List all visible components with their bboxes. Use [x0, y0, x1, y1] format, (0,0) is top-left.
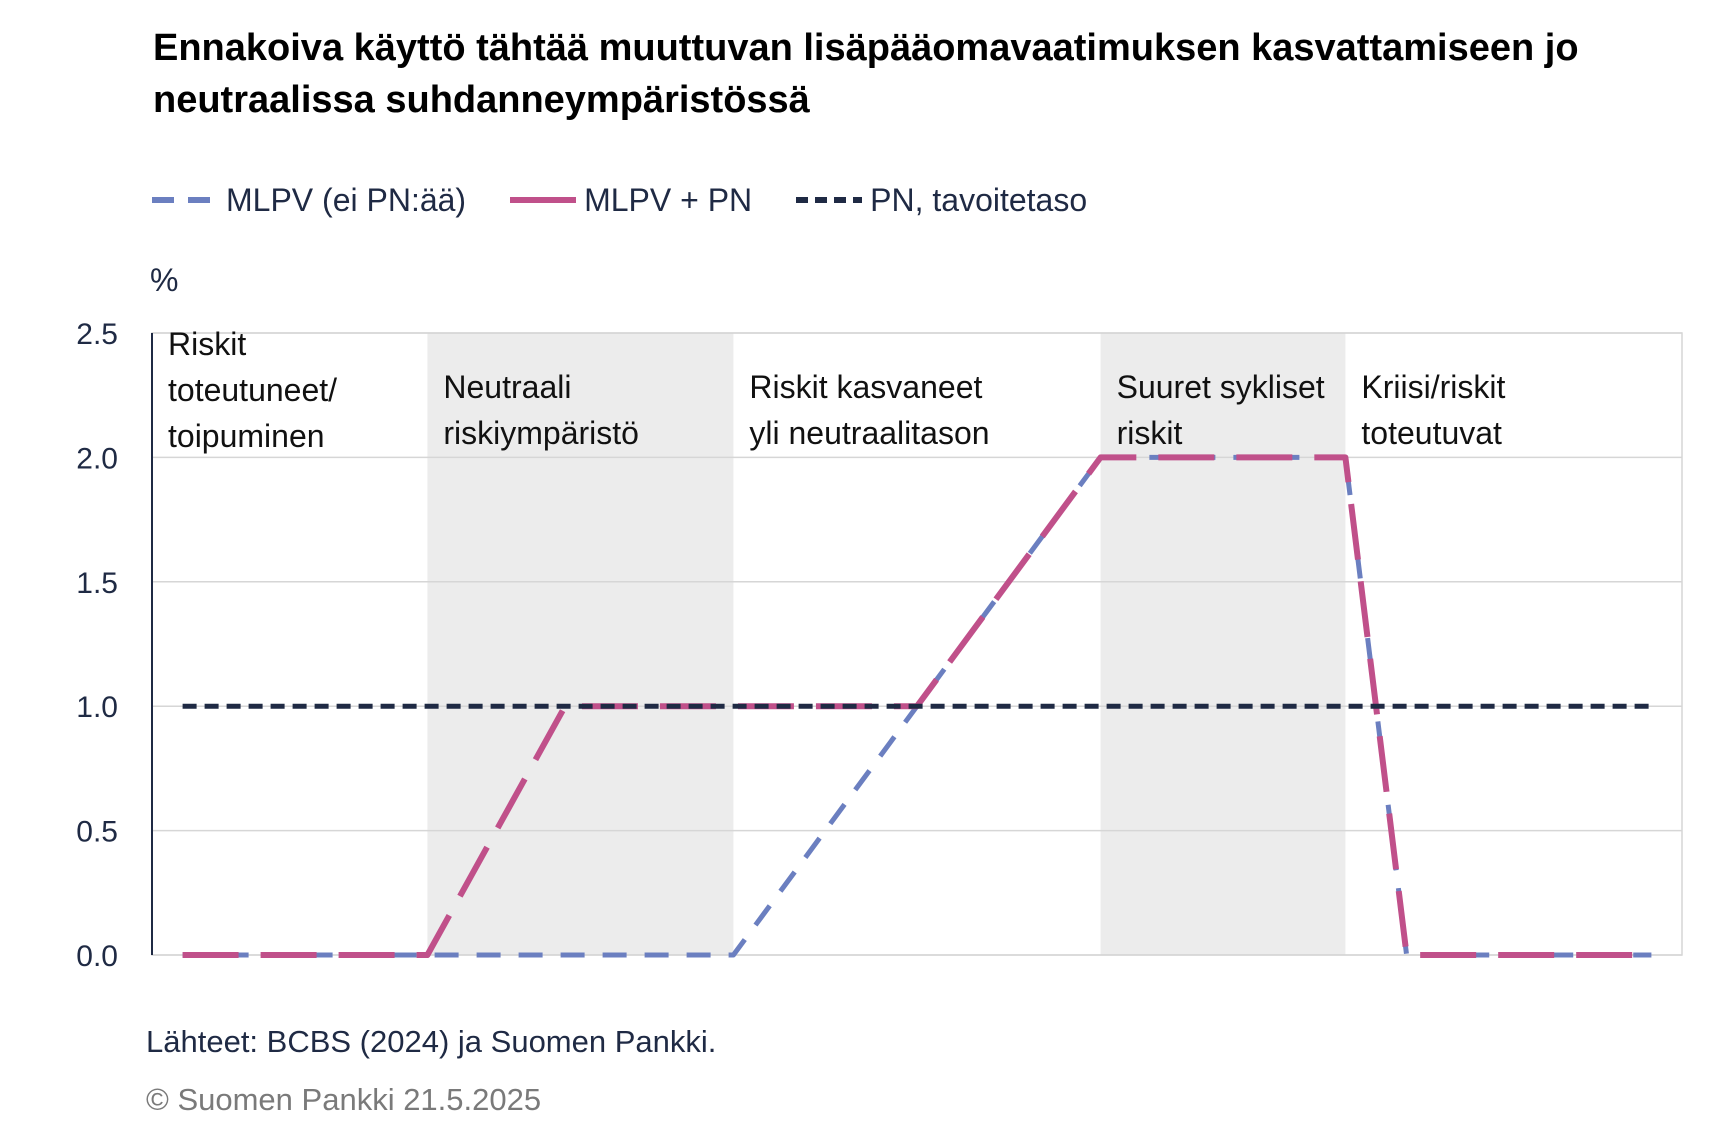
y-tick-label-2: 1.0: [76, 691, 118, 724]
y-tick-label-5: 2.5: [76, 318, 118, 351]
region-label-4-0: Kriisi/riskit: [1361, 369, 1505, 405]
region-label-3-1: riskit: [1117, 415, 1183, 451]
region-label-1-1: riskiympäristö: [443, 415, 639, 451]
source-note: Lähteet: BCBS (2024) ja Suomen Pankki.: [146, 1024, 717, 1059]
region-label-2-0: Riskit kasvaneet: [749, 369, 982, 405]
legend-swatch-pn: [796, 197, 863, 203]
legend-swatch-mlpv: [152, 197, 218, 203]
y-tick-label-3: 1.5: [76, 567, 118, 600]
region-shade-3: [1100, 333, 1346, 955]
y-tick-label-0: 0.0: [76, 940, 118, 973]
region-label-0-2: toipuminen: [168, 418, 325, 454]
legend-label-mlpv-pn: MLPV + PN: [584, 181, 753, 218]
legend-label-pn: PN, tavoitetaso: [870, 181, 1088, 218]
region-label-4-1: toteutuvat: [1361, 415, 1502, 451]
legend-item-pn: PN, tavoitetaso: [794, 182, 1087, 219]
y-axis-unit: %: [150, 262, 179, 298]
legend-item-mlpv-pn: MLPV + PN: [508, 182, 752, 219]
region-shade-1: [427, 333, 734, 955]
y-tick-label-4: 2.0: [76, 442, 118, 475]
labels-layer: Riskit toteutuneet/toipuminen Neutraali ris…: [168, 326, 1505, 454]
regions-layer: [427, 333, 1346, 955]
legend-swatch-mlpv-pn: [510, 197, 577, 203]
chart-title: Ennakoiva käyttö tähtää muuttuvan lisäpä…: [153, 27, 1579, 121]
y-tick-label-1: 0.5: [76, 816, 118, 849]
legend-item-mlpv: MLPV (ei PN:ää): [150, 182, 466, 219]
region-label-0-0: Riskit: [168, 326, 246, 362]
series-layer: [182, 454, 1652, 958]
region-label-2-1: yli neutraalitason: [749, 415, 989, 451]
legend: MLPV (ei PN:ää) MLPV + PN PN, tavoitetas…: [150, 178, 1129, 222]
legend-label-mlpv: MLPV (ei PN:ää): [226, 181, 467, 218]
region-label-1-0: Neutraali: [443, 369, 571, 405]
region-label-3-0: Suuret sykliset: [1117, 369, 1325, 405]
copyright-note: © Suomen Pankki 21.5.2025: [146, 1082, 542, 1117]
region-label-0-1: toteutuneet/: [168, 372, 337, 408]
series-line-1: [182, 454, 1652, 958]
grid-layer: 0.0 0.5 1.0 1.5 2.0 2.5: [76, 318, 1683, 973]
